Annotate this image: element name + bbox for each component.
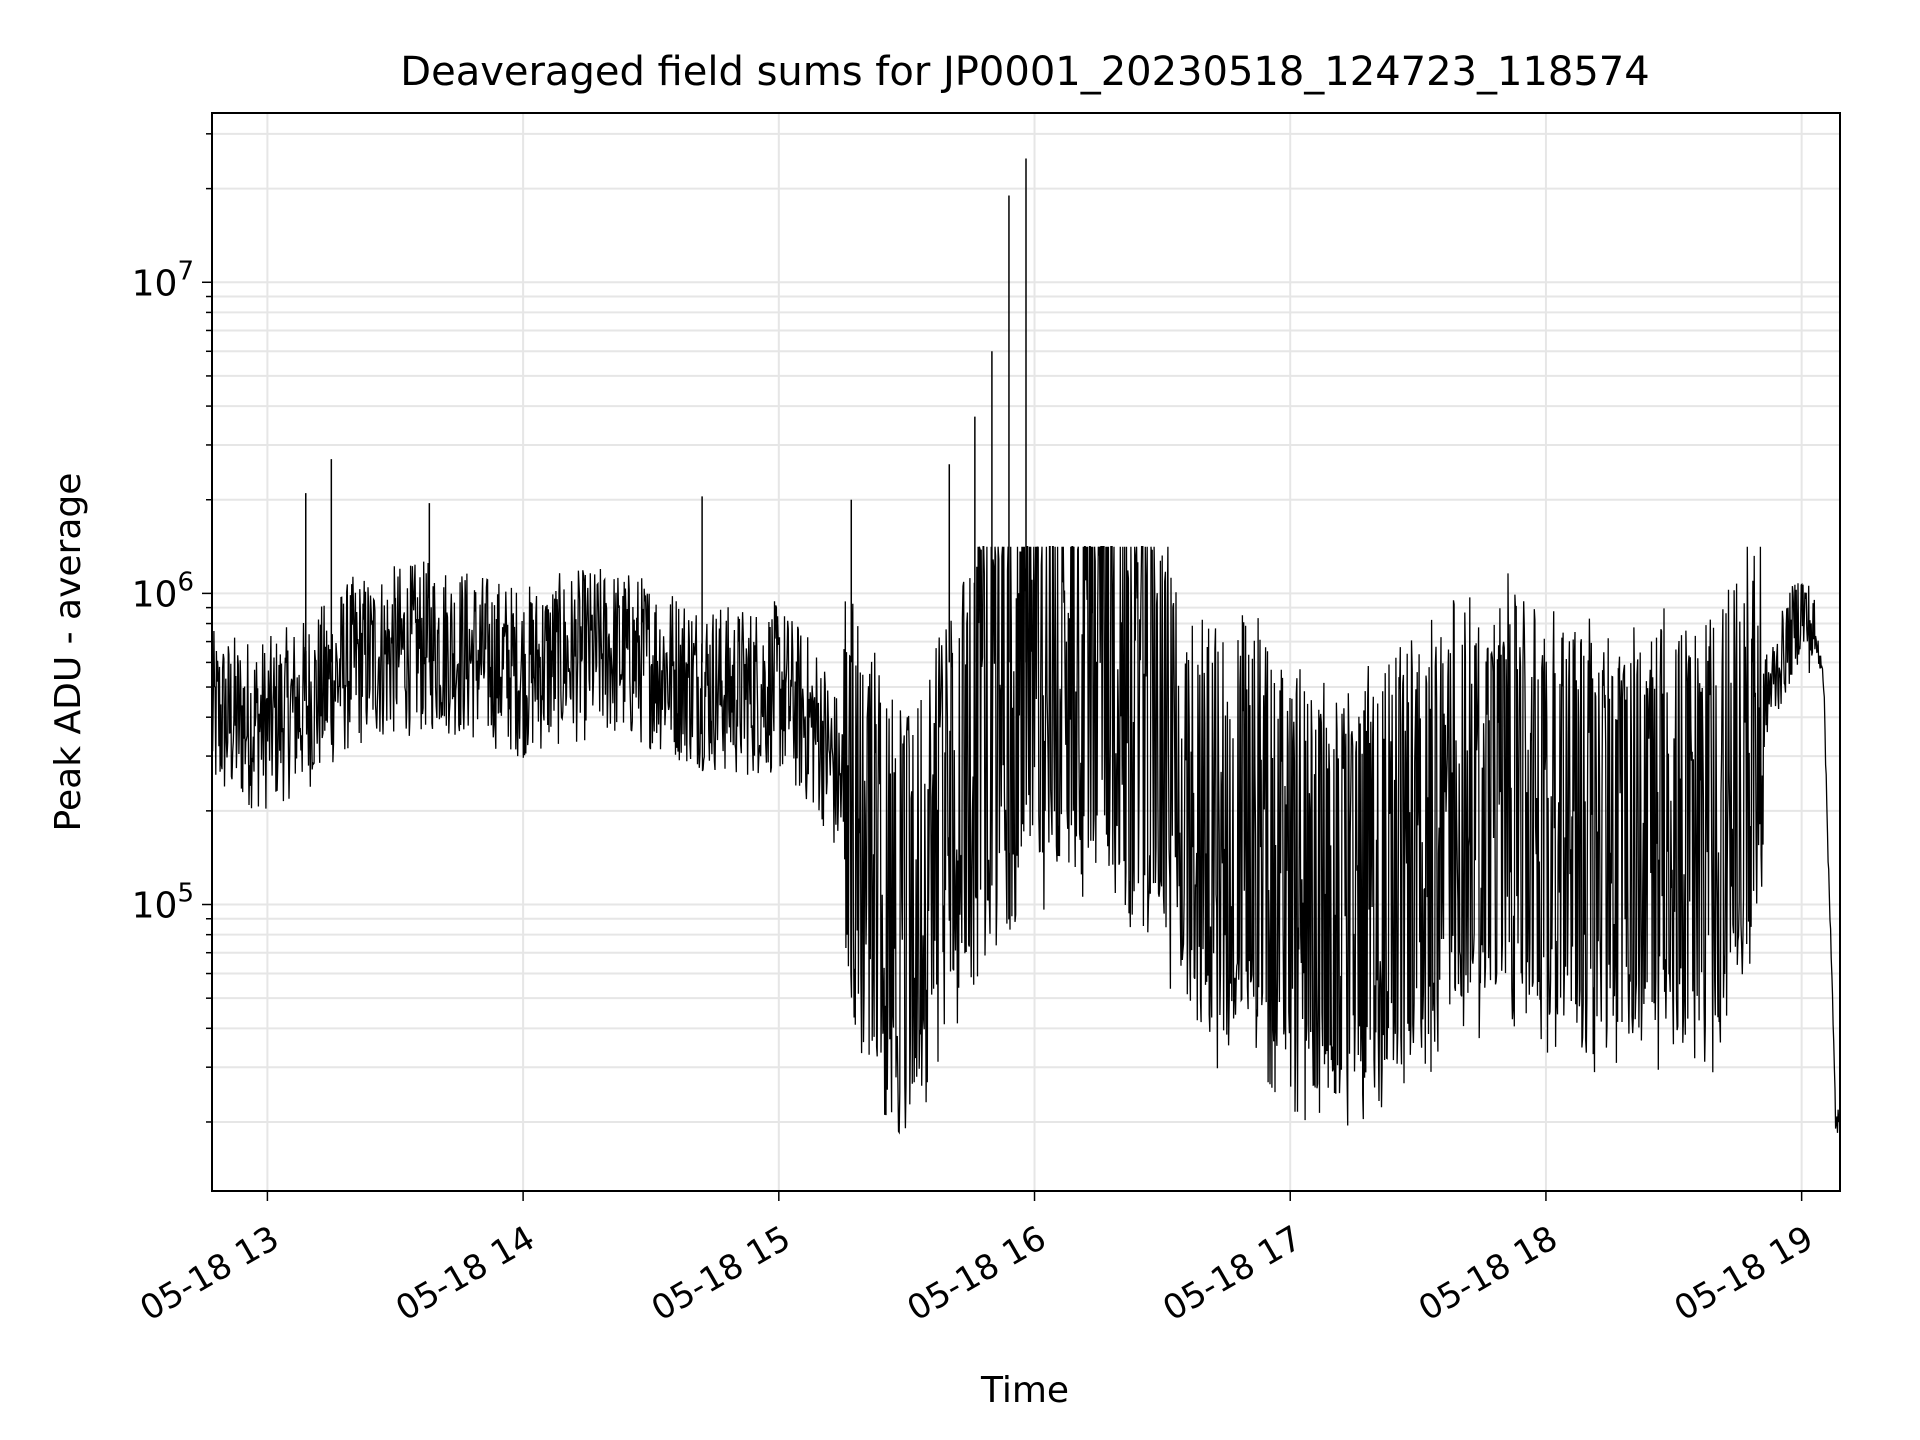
y-tick-label: 105 (132, 879, 194, 927)
series-line (211, 546, 1841, 1135)
series-layer (211, 158, 1841, 1135)
chart-title: Deaveraged field sums for JP0001_2023051… (400, 49, 1649, 95)
plot-frame (211, 112, 1841, 1192)
x-axis-label: Time (980, 1370, 1069, 1411)
y-axis: 105 106 107 (132, 133, 212, 1123)
y-tick-label: 106 (132, 567, 194, 615)
y-tick-label: 107 (132, 256, 194, 304)
y-axis-label: Peak ADU - average (48, 473, 89, 832)
